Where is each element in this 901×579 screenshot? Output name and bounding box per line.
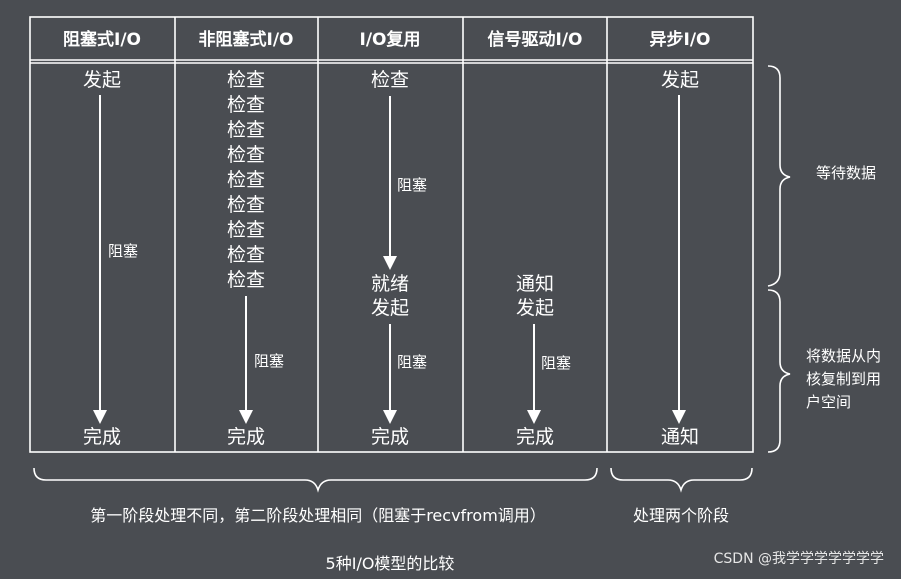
step-complete: 完成 (83, 426, 121, 448)
async-model-label: 处理两个阶段 (633, 506, 729, 525)
first-four-models-label: 第一阶段处理不同，第二阶段处理相同（阻塞于recvfrom调用） (90, 506, 546, 525)
column-async: 发起 通知 (661, 69, 699, 448)
async-arrowhead (672, 410, 686, 424)
first-four-models-brace (33, 467, 598, 493)
step-complete: 完成 (227, 426, 265, 448)
step-initiate: 发起 (83, 69, 121, 91)
copy-phase-label-line2: 核复制到用 (806, 370, 881, 388)
blocking-arrowhead (93, 410, 107, 424)
async-model-brace (610, 467, 753, 493)
copy-phase-label-line3: 户空间 (806, 393, 851, 411)
header-async-io: 异步I/O (650, 29, 711, 50)
step-check: 检查 (227, 69, 265, 91)
header-io-multiplexing: I/O复用 (360, 29, 421, 50)
step-notify: 通知 (661, 426, 699, 448)
column-blocking: 发起 阻塞 完成 (83, 69, 138, 448)
copy-phase-brace (767, 289, 791, 453)
step-check: 检查 (227, 144, 265, 166)
column-signal-driven: 通知 发起 阻塞 完成 (516, 273, 571, 448)
step-check: 检查 (227, 219, 265, 241)
step-check: 检查 (227, 94, 265, 116)
step-notify: 通知 (516, 273, 554, 295)
bottom-braces: 第一阶段处理不同，第二阶段处理相同（阻塞于recvfrom调用） 处理两个阶段 (33, 467, 753, 525)
table-headers: 阻塞式I/O 非阻塞式I/O I/O复用 信号驱动I/O 异步I/O (63, 29, 711, 50)
wait-phase-label: 等待数据 (816, 164, 876, 182)
nonblocking-arrowhead (239, 410, 253, 424)
step-initiate: 发起 (661, 69, 699, 91)
column-nonblocking: 检查 检查 检查 检查 检查 检查 检查 检查 检查 阻塞 完成 (227, 69, 284, 448)
blocking-label: 阻塞 (108, 242, 138, 260)
nonblocking-label: 阻塞 (254, 352, 284, 370)
header-signal-driven-io: 信号驱动I/O (488, 29, 583, 50)
diagram-caption: 5种I/O模型的比较 (326, 554, 455, 573)
multiplex-lower-arrowhead (383, 410, 397, 424)
column-io-multiplexing: 检查 阻塞 就绪 发起 阻塞 完成 (371, 69, 427, 448)
step-ready: 就绪 (371, 273, 409, 295)
step-check: 检查 (227, 169, 265, 191)
step-check: 检查 (371, 69, 409, 91)
copy-phase-label-line1: 将数据从内 (806, 347, 881, 365)
table-grid (29, 16, 754, 453)
signal-arrowhead (527, 410, 541, 424)
step-complete: 完成 (371, 426, 409, 448)
multiplex-upper-label: 阻塞 (397, 176, 427, 194)
table-border (29, 16, 754, 453)
signal-label: 阻塞 (541, 354, 571, 372)
step-complete: 完成 (516, 426, 554, 448)
phase-braces: 等待数据 将数据从内 核复制到用 户空间 (767, 65, 881, 453)
header-nonblocking-io: 非阻塞式I/O (199, 29, 294, 50)
multiplex-lower-label: 阻塞 (397, 353, 427, 371)
header-blocking-io: 阻塞式I/O (63, 29, 141, 50)
csdn-watermark: CSDN @我学学学学学学学 (714, 551, 884, 567)
multiplex-upper-arrowhead (383, 256, 397, 270)
step-initiate: 发起 (371, 297, 409, 319)
step-check: 检查 (227, 269, 265, 291)
step-check: 检查 (227, 119, 265, 141)
step-check: 检查 (227, 244, 265, 266)
wait-phase-brace (767, 65, 791, 287)
step-check: 检查 (227, 194, 265, 216)
step-initiate: 发起 (516, 297, 554, 319)
